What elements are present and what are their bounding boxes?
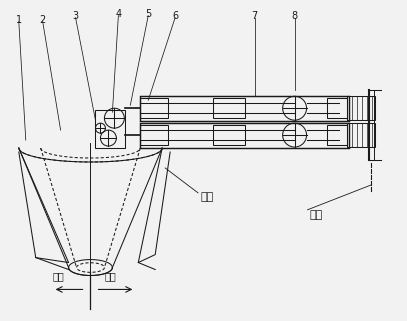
Text: 2: 2 [39,15,46,25]
Bar [140,123,349,148]
Bar [328,125,348,145]
Text: 1: 1 [16,15,22,25]
Bar [328,98,348,118]
Bar [96,110,125,148]
Bar [140,96,349,121]
Text: 4: 4 [115,9,121,19]
Text: 开门: 开门 [105,272,116,282]
Bar [348,123,375,147]
Text: 关门: 关门 [53,272,64,282]
Text: 8: 8 [291,11,298,21]
Text: 7: 7 [252,11,258,21]
Bar [213,125,245,145]
Bar [140,125,168,145]
Text: 6: 6 [172,11,178,21]
Text: 料仓: 料仓 [200,192,213,202]
Bar [348,96,375,120]
Bar [140,98,168,118]
Bar [213,98,245,118]
Text: 机架: 机架 [310,210,323,220]
Text: 5: 5 [145,9,151,19]
Text: 3: 3 [72,11,79,21]
